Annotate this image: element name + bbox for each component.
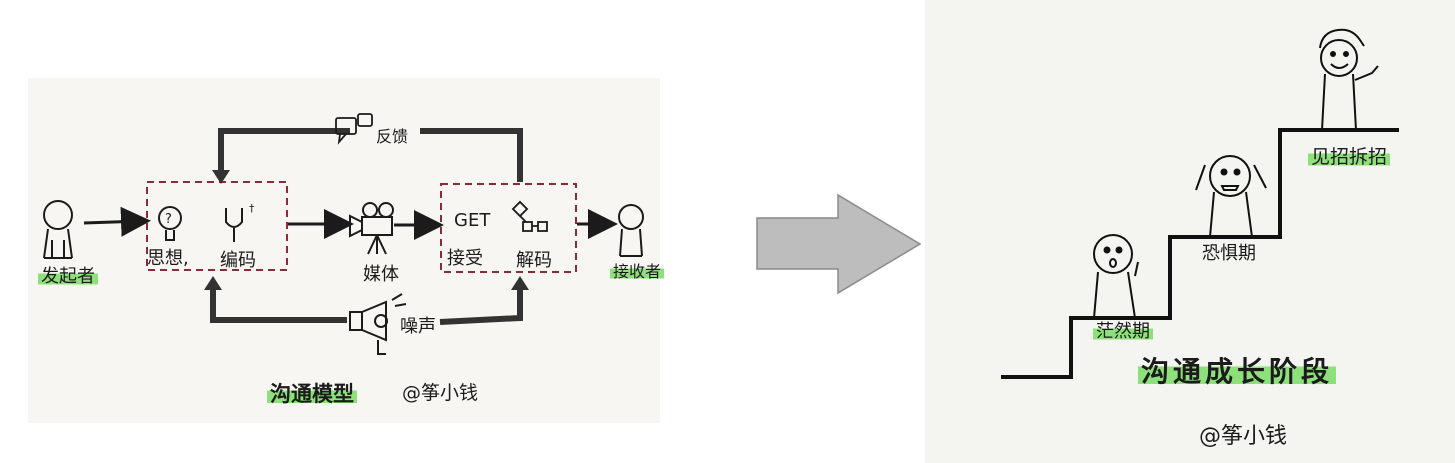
decode-icon: [511, 200, 548, 232]
encode-box: [146, 181, 288, 271]
sender-label-text: 发起者: [38, 266, 98, 287]
stage-cope-text: 见招拆招: [1308, 146, 1391, 168]
growth-title: 沟通成长阶段: [1138, 350, 1337, 390]
noise-megaphone-icon: [349, 293, 407, 355]
stage-confused-label: 茫然期: [1093, 317, 1153, 343]
noise-label: 噪声: [400, 316, 436, 337]
media-camera-icon: [349, 202, 394, 255]
model-title-text: 沟通模型: [267, 382, 357, 406]
arrow-sender-to-encode: [83, 206, 151, 237]
decode-label: 解码: [516, 250, 552, 271]
feedback-label: 反馈: [376, 127, 409, 146]
model-author: @筝小钱: [402, 382, 479, 404]
svg-text:†: †: [249, 202, 255, 215]
receiver-figure: [618, 204, 644, 257]
feedback-loop-arrow: [218, 128, 523, 182]
sender-figure: [43, 200, 73, 259]
encode-label: 编码: [220, 250, 256, 271]
thought-bulb-icon: ?: [158, 206, 182, 241]
svg-text:?: ?: [165, 212, 172, 227]
growth-author: @筝小钱: [1199, 424, 1288, 449]
noise-loop-arrow: [210, 285, 523, 325]
media-label: 媒体: [363, 264, 399, 285]
decode-box: [440, 183, 577, 273]
sender-label: 发起者: [38, 262, 98, 288]
stage-confused-text: 茫然期: [1093, 321, 1153, 342]
stage-fear-label: 恐惧期: [1202, 243, 1256, 264]
receive-label: 接受: [447, 248, 483, 269]
stage-cope-label: 见招拆招: [1308, 142, 1391, 169]
growth-title-text: 沟通成长阶段: [1138, 355, 1337, 388]
get-label: GET: [454, 210, 491, 231]
model-title: 沟通模型: [267, 378, 357, 408]
thought-label: 思想,: [147, 248, 189, 269]
receiver-label: 接收者: [610, 258, 665, 282]
encode-icon: †: [225, 202, 255, 242]
receiver-label-text: 接收者: [610, 262, 665, 281]
feedback-chat-icon: [335, 113, 373, 145]
